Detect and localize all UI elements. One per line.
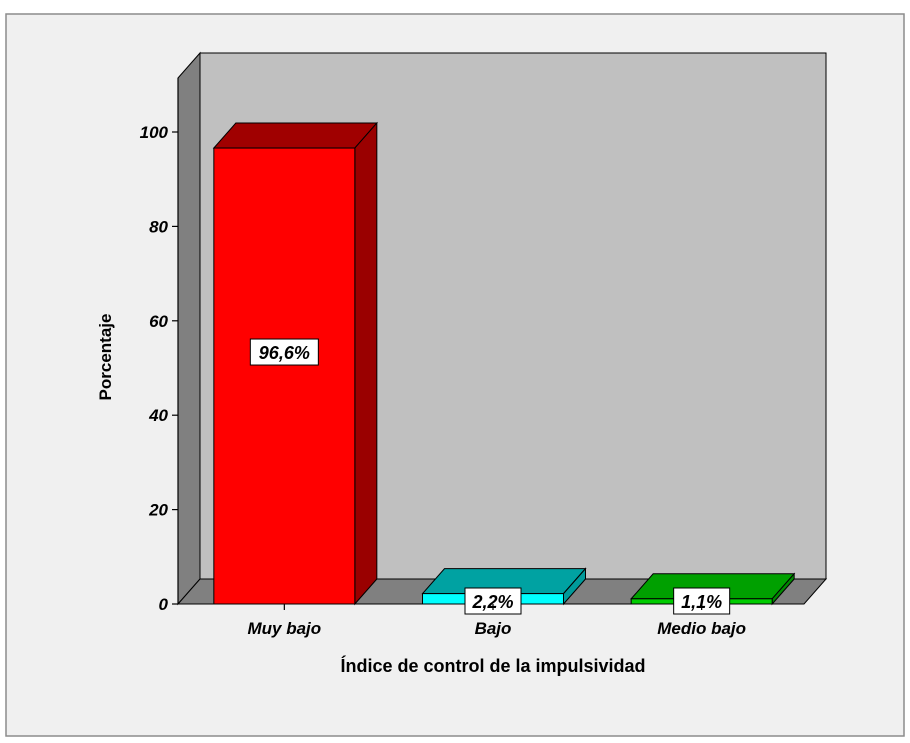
x-tick-label: Medio bajo xyxy=(657,619,746,638)
y-axis-title: Porcentaje xyxy=(96,314,115,401)
x-tick-label: Muy bajo xyxy=(247,619,321,638)
data-label-text: 96,6% xyxy=(259,343,310,363)
x-tick-label: Bajo xyxy=(475,619,512,638)
x-tick-group: Muy bajo Bajo Medio bajo xyxy=(247,604,746,638)
data-label-text: 2,2% xyxy=(471,592,513,612)
bar-2: 2,2% xyxy=(421,567,587,615)
y-tick-label: 40 xyxy=(148,406,168,425)
bar-top xyxy=(212,122,378,149)
data-label-text: 1,1% xyxy=(681,592,722,612)
bar-side xyxy=(354,121,378,606)
y-tick-label: 100 xyxy=(140,123,169,142)
x-axis-title: Índice de control de la impulsividad xyxy=(340,655,645,676)
data-label-box xyxy=(249,338,319,366)
y-tick-label: 0 xyxy=(159,595,169,614)
data-label: 96,6% xyxy=(249,338,319,366)
bar-group: 96,6% 2,2% 1,1% xyxy=(212,121,796,615)
bar-1: 96,6% xyxy=(212,121,378,606)
bar-front xyxy=(213,147,356,605)
y-tick-label: 60 xyxy=(149,312,168,331)
y-tick-label: 80 xyxy=(149,217,168,236)
data-label: 2,2% xyxy=(464,587,522,615)
y-tick-label: 20 xyxy=(148,501,168,520)
data-label: 1,1% xyxy=(673,587,731,615)
y-tick-group: 0 20 40 60 80 100 xyxy=(140,123,178,614)
side-wall xyxy=(177,51,201,606)
